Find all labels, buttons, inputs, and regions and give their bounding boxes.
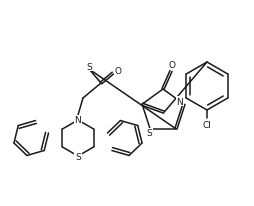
Text: N: N [176, 97, 183, 106]
Text: O: O [168, 60, 175, 69]
Text: S: S [146, 129, 151, 138]
Text: Cl: Cl [202, 121, 211, 130]
Text: O: O [114, 66, 121, 75]
Text: N: N [74, 116, 81, 125]
Text: S: S [86, 62, 91, 71]
Text: S: S [75, 152, 81, 161]
